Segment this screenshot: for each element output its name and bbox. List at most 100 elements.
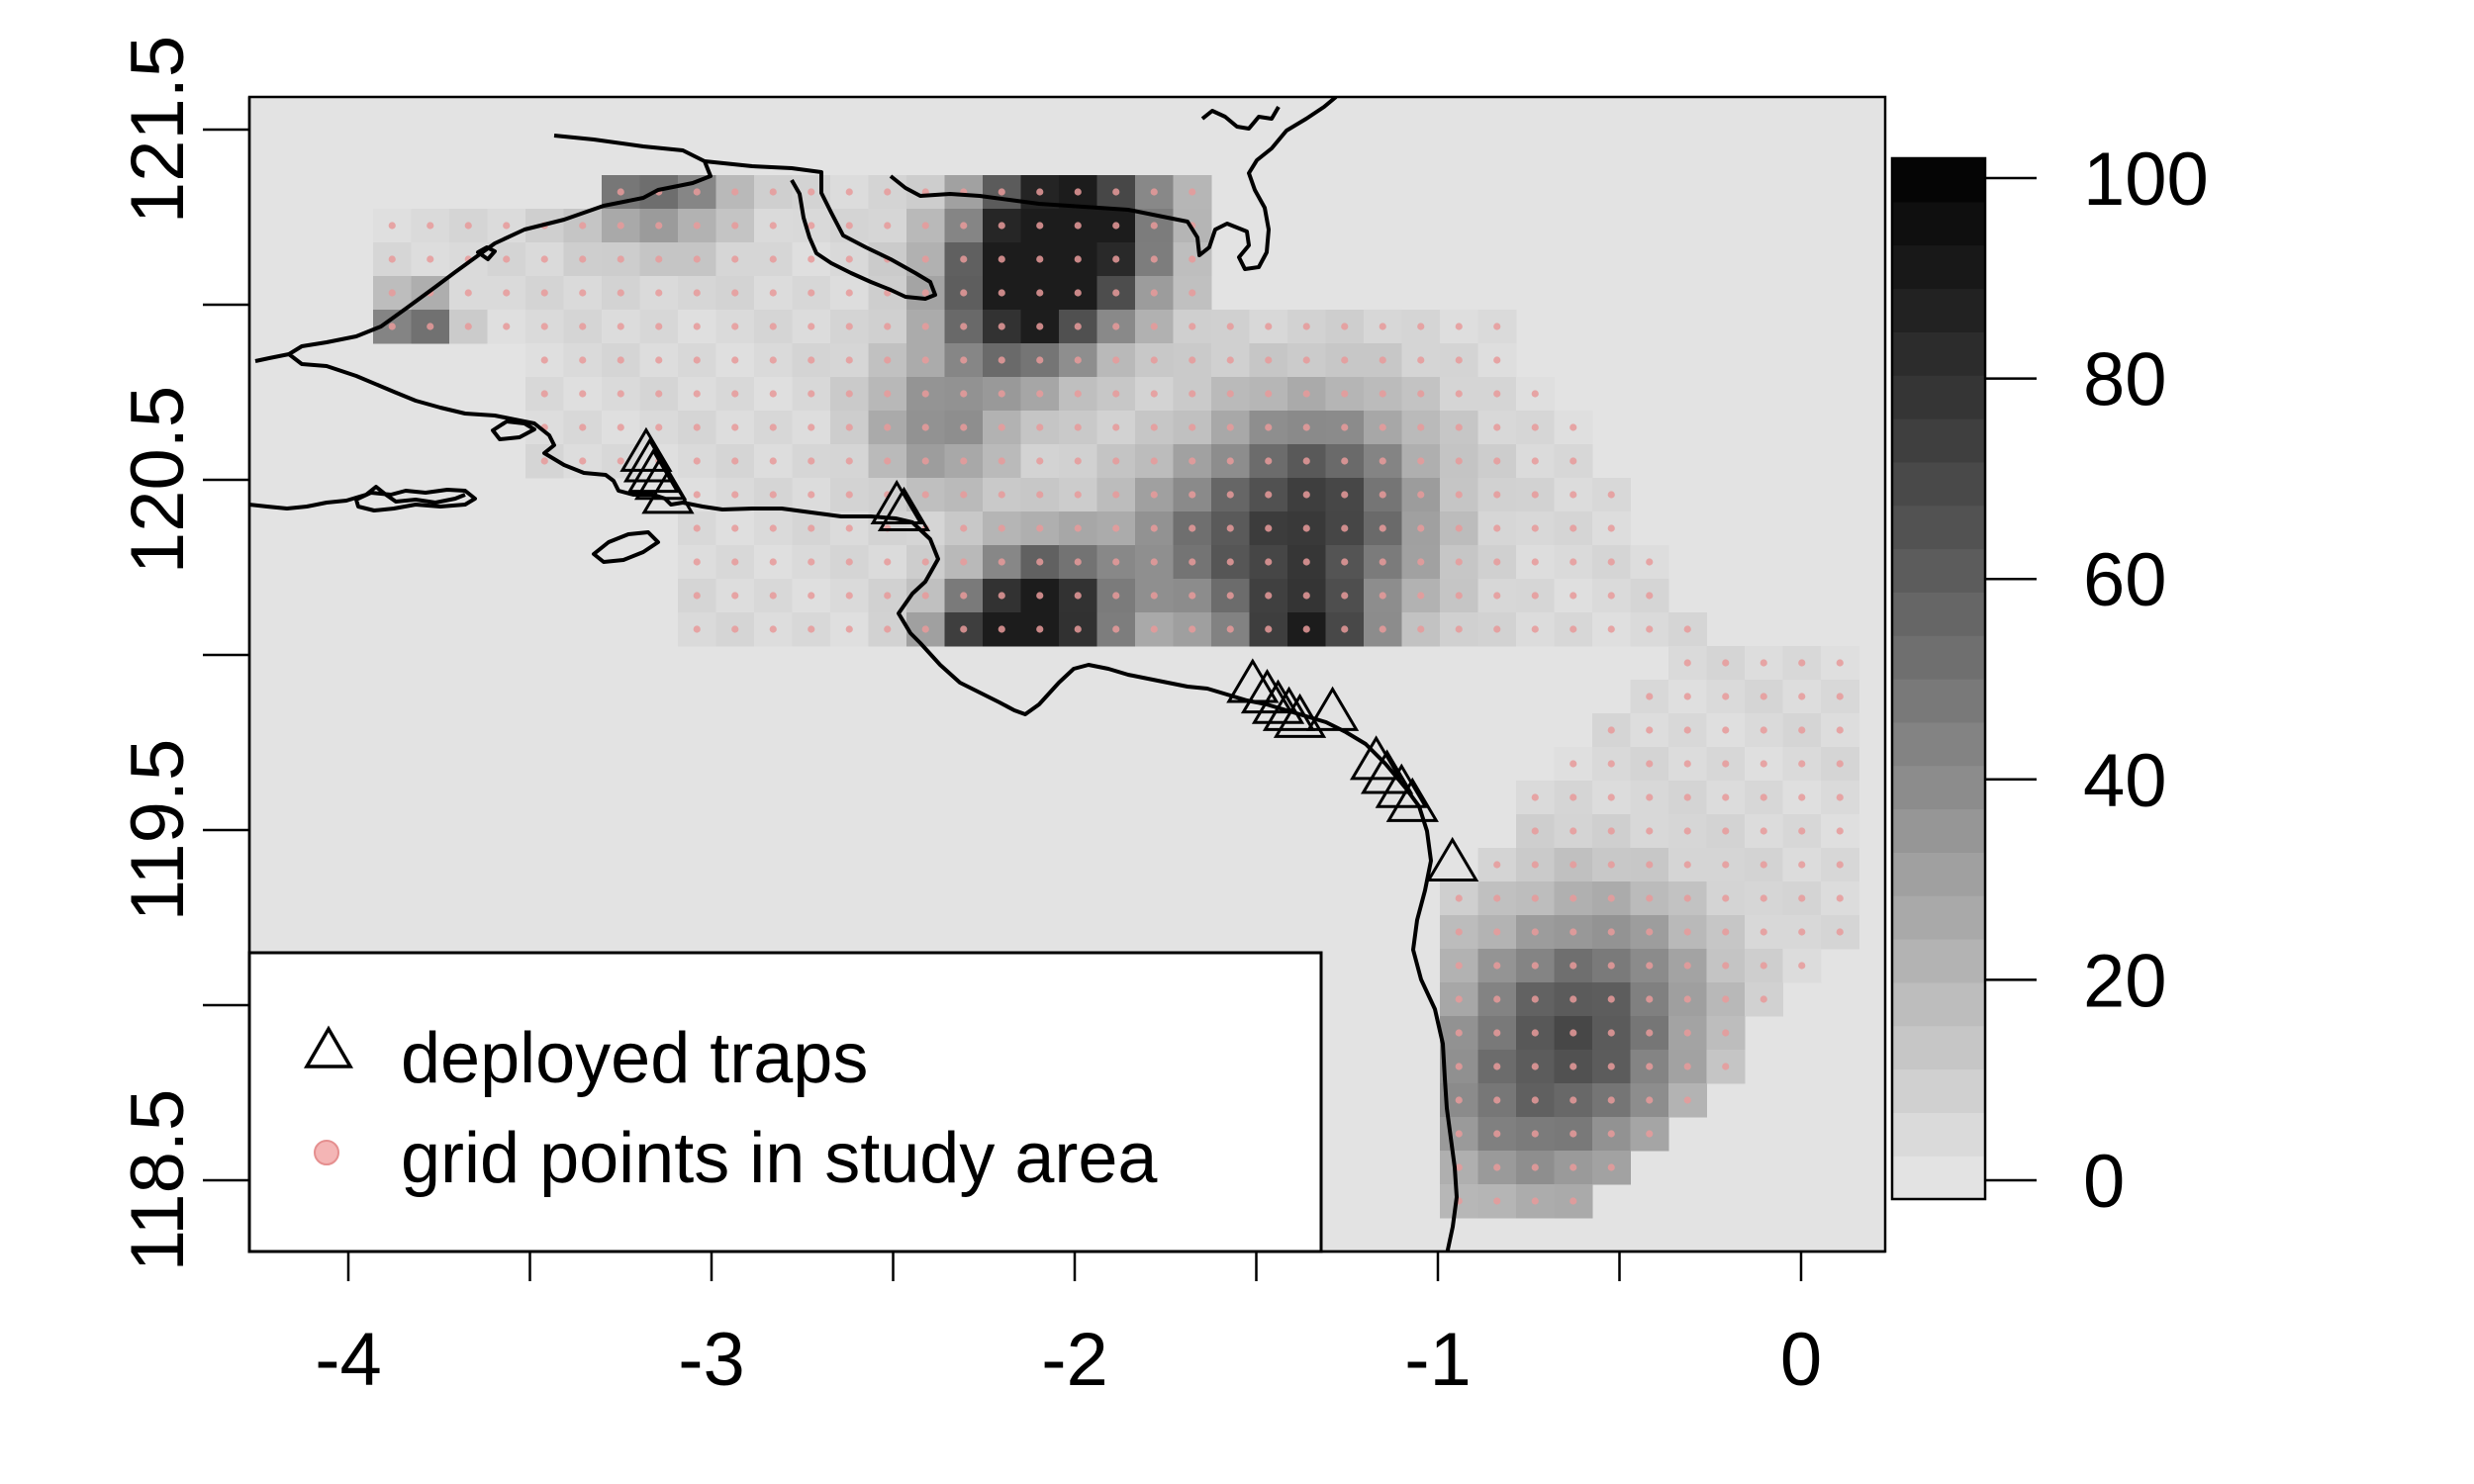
grid-point (1302, 558, 1310, 566)
grid-point (1722, 1029, 1730, 1037)
colorbar-swatch (1892, 158, 1985, 203)
grid-point (1760, 962, 1767, 970)
grid-point (960, 390, 968, 398)
grid-point (1607, 1130, 1615, 1138)
grid-point (1531, 928, 1539, 936)
grid-point (808, 356, 815, 364)
grid-point (1341, 558, 1349, 566)
trap-marker (1375, 763, 1428, 808)
grid-point (1189, 255, 1196, 263)
grid-point (1646, 693, 1654, 700)
grid-point (769, 625, 777, 633)
grid-point (1455, 491, 1463, 499)
grid-point (540, 323, 548, 330)
grid-point (1493, 592, 1501, 600)
grid-point (1036, 625, 1044, 633)
grid-point (1265, 323, 1273, 330)
grid-point (693, 491, 701, 499)
grid-point (388, 222, 396, 230)
grid-point (1493, 928, 1501, 936)
grid-point (1150, 188, 1158, 196)
grid-point (1150, 491, 1158, 499)
grid-point (1189, 188, 1196, 196)
grid-point (1570, 524, 1577, 532)
grid-point (1722, 995, 1730, 1003)
grid-point (693, 457, 701, 465)
grid-point (388, 323, 396, 330)
grid-point (731, 323, 739, 330)
grid-point (693, 323, 701, 330)
legend-box (247, 951, 1323, 1253)
grid-point (1379, 423, 1386, 431)
y-tick-label: 120.5 (116, 386, 200, 574)
grid-point (1150, 255, 1158, 263)
colorbar-swatch (1892, 635, 1985, 680)
coastline-west-spur (254, 352, 290, 363)
grid-point (1226, 457, 1234, 465)
grid-point (1417, 323, 1425, 330)
colorbar-swatch (1892, 201, 1985, 246)
grid-point (1189, 491, 1196, 499)
trap-marker (1305, 686, 1360, 731)
grid-point (655, 323, 663, 330)
grid-point (693, 592, 701, 600)
grid-point (1302, 356, 1310, 364)
x-tick-label: -4 (315, 1318, 382, 1402)
grid-point (1646, 928, 1654, 936)
grid-point (808, 423, 815, 431)
grid-point (1531, 861, 1539, 869)
grid-point (1722, 861, 1730, 869)
grid-point (1722, 894, 1730, 902)
grid-point (1760, 760, 1767, 768)
grid-point (1607, 827, 1615, 835)
grid-point (1531, 1063, 1539, 1070)
grid-point (845, 625, 853, 633)
grid-point (1683, 760, 1691, 768)
grid-point (1302, 423, 1310, 431)
grid-point (1798, 861, 1806, 869)
grid-point (693, 356, 701, 364)
trap-marker (1273, 693, 1327, 738)
grid-point (464, 222, 472, 230)
grid-point (579, 457, 587, 465)
grid-point (808, 592, 815, 600)
grid-point (1531, 827, 1539, 835)
grid-point (1417, 491, 1425, 499)
grid-point (1646, 1130, 1654, 1138)
grid-point (808, 289, 815, 297)
grid-point (1455, 1063, 1463, 1070)
grid-point (1646, 894, 1654, 902)
grid-point (1493, 995, 1501, 1003)
grid-point (1265, 524, 1273, 532)
grid-point (731, 524, 739, 532)
grid-point (1570, 625, 1577, 633)
grid-point (769, 356, 777, 364)
grid-point (693, 255, 701, 263)
grid-point (731, 491, 739, 499)
grid-point (998, 423, 1005, 431)
grid-point (1760, 659, 1767, 667)
trap-marker (877, 486, 931, 532)
grid-point (998, 524, 1005, 532)
grid-point (921, 592, 929, 600)
grid-point (1646, 1063, 1654, 1070)
grid-point (1683, 962, 1691, 970)
grid-point (845, 188, 853, 196)
grid-point (1493, 323, 1501, 330)
grid-point (1836, 793, 1844, 801)
grid-point (1798, 726, 1806, 734)
grid-point (960, 625, 968, 633)
colorbar-swatch (1892, 808, 1985, 853)
grid-point (1074, 356, 1082, 364)
grid-point (1112, 390, 1120, 398)
grid-point (808, 491, 815, 499)
grid-point (693, 222, 701, 230)
grid-point (1798, 962, 1806, 970)
colorbar-swatch (1892, 981, 1985, 1027)
grid-point (1226, 592, 1234, 600)
grid-point (1150, 222, 1158, 230)
grid-point (1646, 861, 1654, 869)
grid-point (655, 423, 663, 431)
grid-point (1531, 995, 1539, 1003)
grid-point (998, 457, 1005, 465)
